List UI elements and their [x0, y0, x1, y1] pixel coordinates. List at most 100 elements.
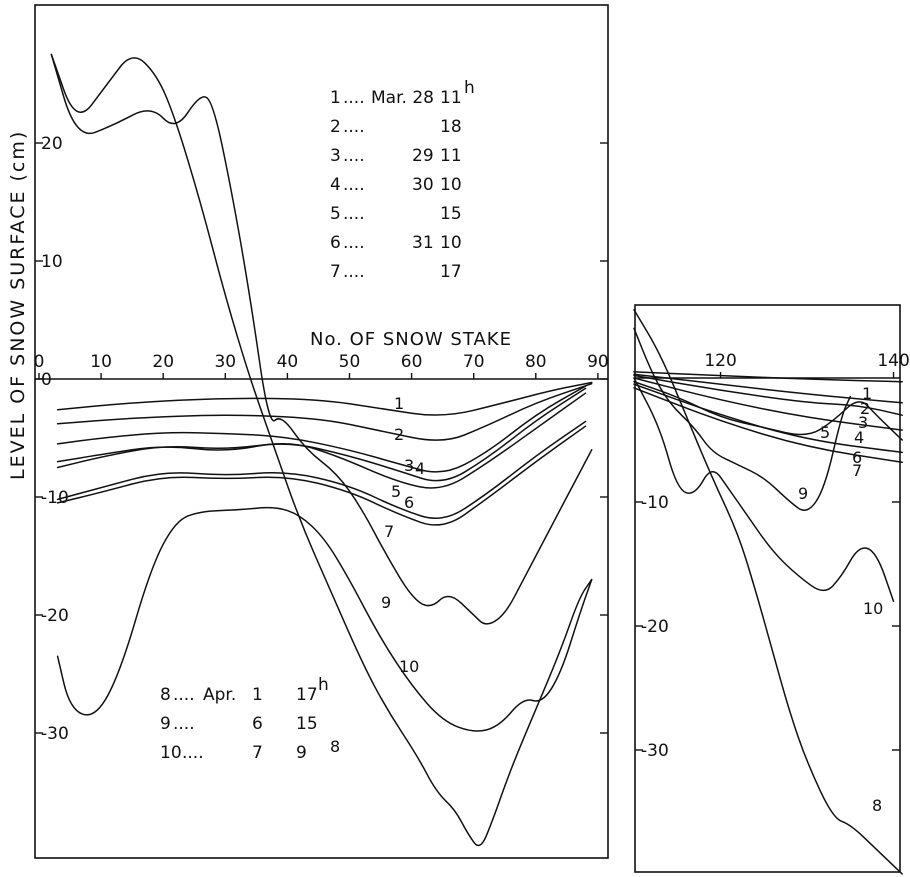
legend-top-id: 3	[330, 146, 341, 166]
curve-label: 4	[854, 428, 864, 447]
curve-10	[633, 377, 895, 602]
legend-bottom: 8 .... Apr. 1 17 h 9 .... 6 15 10 .... 7…	[160, 675, 329, 763]
legend-top-dots: ....	[343, 88, 365, 108]
legend-top-dots: ....	[343, 204, 365, 224]
curve-2	[633, 373, 903, 404]
curve-8	[50, 53, 593, 847]
y-tick-label: 20	[41, 134, 63, 154]
x-tick-label: 30	[214, 352, 236, 372]
y-tick-label: -10	[41, 488, 69, 508]
legend-top-dots: ....	[343, 262, 365, 282]
legend-top-id: 4	[330, 175, 341, 195]
x-tick-label: 20	[152, 352, 174, 372]
curve-label: 6	[852, 448, 862, 467]
curve-label: 1	[862, 384, 872, 403]
curve-7	[633, 387, 903, 464]
curve-9	[633, 327, 852, 511]
legend-bottom-id: 10	[160, 743, 182, 763]
left-panel-frame	[34, 4, 609, 859]
y-axis-label: LEVEL OF SNOW SURFACE (cm)	[7, 130, 29, 480]
curve-label: 3	[404, 456, 414, 475]
curve-1	[56, 381, 593, 416]
legend-top-hour: 10	[440, 175, 462, 195]
legend-bottom-hour: 9	[296, 743, 307, 763]
y-tick-label: -30	[641, 741, 669, 761]
y-tick-label: -10	[641, 493, 669, 513]
legend-bottom-month: Apr.	[203, 685, 236, 705]
curve-1	[633, 371, 903, 383]
legend-top-day: 30	[412, 175, 434, 195]
legend-bottom-day: 7	[252, 743, 263, 763]
x-axis-label: No. OF SNOW STAKE	[310, 329, 512, 350]
legend-top-id: 1	[330, 88, 341, 108]
y-tick-label: -30	[41, 724, 69, 744]
legend-top-month: Mar. 28	[371, 88, 434, 108]
y-axis-label-group: LEVEL OF SNOW SURFACE (cm)	[7, 130, 29, 480]
curve-label: 3	[858, 413, 868, 432]
x-tick-label: 120	[704, 351, 736, 371]
legend-bottom-dots: ....	[173, 685, 195, 705]
legend-top-dots: ....	[343, 146, 365, 166]
legend-bottom-day: 1	[252, 685, 263, 705]
y-tick-label: -20	[641, 617, 669, 637]
legend-bottom-hour: 17	[296, 685, 318, 705]
curve-label: 8	[330, 737, 340, 756]
legend-top-hour: 11	[440, 88, 462, 108]
curve-label: 2	[394, 425, 404, 444]
x-tick-label: 70	[463, 352, 485, 372]
x-tick-label: 80	[525, 352, 547, 372]
curve-3	[56, 385, 587, 473]
curve-label: 5	[391, 482, 401, 501]
y-tick-label: 0	[41, 370, 52, 390]
x-tick-label: 0	[34, 352, 45, 372]
legend-top-day: 31	[412, 233, 434, 253]
x-tick-label: 50	[339, 352, 361, 372]
curve-2	[56, 382, 593, 441]
x-tick-label: 10	[90, 352, 112, 372]
y-tick-label: 10	[41, 252, 63, 272]
x-tick-label: 140	[877, 351, 909, 371]
legend-bottom-id: 8	[160, 685, 171, 705]
curve-6	[633, 383, 903, 454]
curve-label: 7	[384, 522, 394, 541]
curve-label: 4	[415, 459, 425, 478]
legend-top-dots: ....	[343, 175, 365, 195]
curve-10	[56, 506, 593, 732]
curve-label: 2	[860, 399, 870, 418]
legend-top-dots: ....	[343, 233, 365, 253]
curve-label: 6	[404, 493, 414, 512]
curve-label: 9	[798, 484, 808, 503]
curve-7	[56, 425, 587, 526]
legend-bottom-dots: ....	[173, 714, 195, 734]
curve-label: 10	[399, 657, 419, 676]
right-y-ticks: -10 -20 -30	[635, 493, 900, 761]
legend-top: 1 .... Mar. 28 11 h 2 .... 18 3 .... 29 …	[330, 78, 475, 282]
curve-label: 9	[381, 593, 391, 612]
legend-top-hour: 11	[440, 146, 462, 166]
curve-4	[633, 377, 903, 431]
legend-top-id: 2	[330, 117, 341, 137]
curve-5	[56, 392, 587, 489]
legend-top-id: 5	[330, 204, 341, 224]
legend-top-dots: ....	[343, 117, 365, 137]
curve-8	[633, 309, 903, 875]
curve-label: 7	[852, 461, 862, 480]
legend-bottom-dots: ....	[182, 743, 204, 763]
right-panel-frame	[634, 304, 901, 873]
y-tick-label: -20	[41, 606, 69, 626]
curve-label: 1	[394, 394, 404, 413]
legend-top-id: 6	[330, 233, 341, 253]
x-tick-label: 60	[401, 352, 423, 372]
legend-top-unit: h	[464, 78, 475, 98]
x-tick-label: 90	[587, 352, 609, 372]
legend-bottom-id: 9	[160, 714, 171, 734]
left-x-ticks: 0 10 20 30 40 50 60 70 80 90	[34, 352, 609, 379]
legend-bottom-unit: h	[318, 675, 329, 695]
right-x-ticks: 120 140	[704, 351, 910, 378]
